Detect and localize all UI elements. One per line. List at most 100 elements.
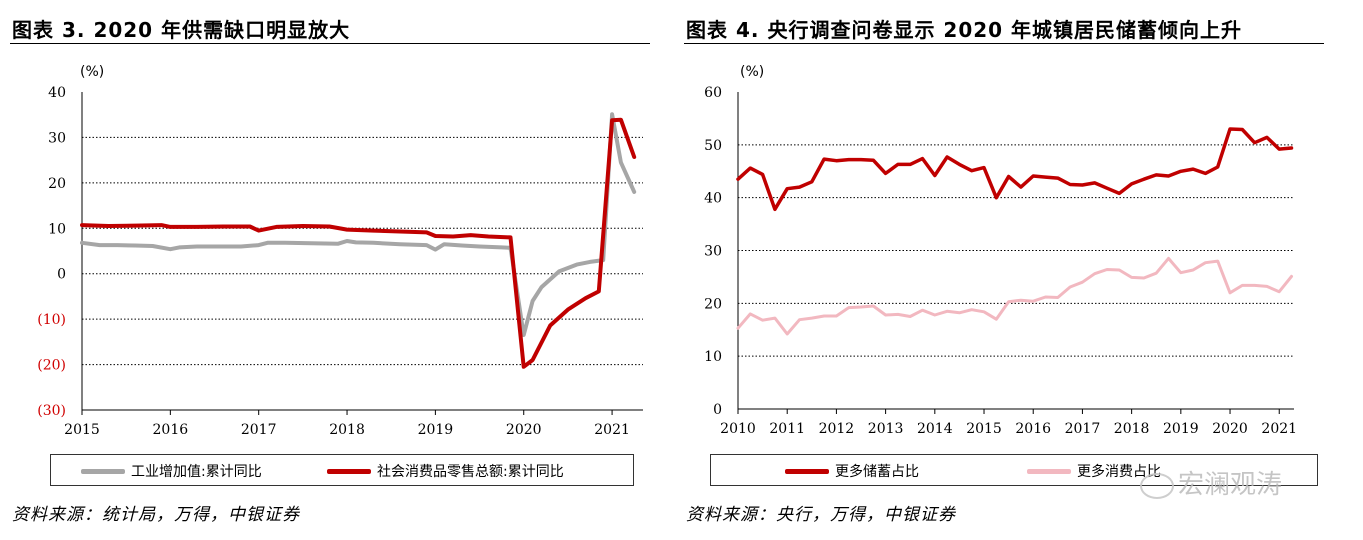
data-point xyxy=(487,235,489,238)
data-point xyxy=(1217,166,1219,168)
data-point xyxy=(1094,273,1096,275)
data-point xyxy=(99,244,101,246)
data-point xyxy=(1118,269,1120,271)
data-point xyxy=(749,313,751,315)
data-point xyxy=(946,310,948,312)
x-tick-label: 2021 xyxy=(1261,421,1297,437)
data-point xyxy=(946,156,948,158)
data-point xyxy=(811,317,813,319)
data-point xyxy=(284,242,286,244)
y-tick-label: 60 xyxy=(704,85,722,101)
legend-item-retail: 社会消费品零售总额:累计同比 xyxy=(327,461,564,481)
data-point xyxy=(501,246,503,248)
data-point xyxy=(1155,272,1157,274)
data-point xyxy=(443,243,445,245)
data-point xyxy=(774,208,776,210)
data-point xyxy=(399,230,401,233)
data-point xyxy=(823,315,825,317)
series-line-2 xyxy=(736,256,1293,336)
data-point xyxy=(531,300,534,302)
series-line-1 xyxy=(736,127,1294,212)
x-tick-label: 2014 xyxy=(917,421,953,437)
data-point xyxy=(346,229,348,231)
data-point xyxy=(258,244,260,246)
data-point xyxy=(1254,284,1256,286)
data-point xyxy=(983,166,985,169)
x-tick-label: 2021 xyxy=(594,422,630,438)
watermark-text: 宏澜观涛 xyxy=(1178,470,1283,500)
legend-right: 更多储蓄占比 更多消费占比 xyxy=(710,454,1318,486)
line-chart-left: 40 30 20 10 0 (10) (20) (30) 2015 2016 2017 2018 201… xyxy=(37,85,643,438)
data-point xyxy=(1254,142,1256,144)
chart-panel-right: 图表 4. 央行调查问卷显示 2020 年城镇居民储蓄倾向上升 (%) 60 50… xyxy=(680,0,1363,540)
legend-item-industrial: 工业增加值:累计同比 xyxy=(81,461,262,481)
wechat-icon xyxy=(1140,472,1174,499)
data-point xyxy=(523,366,525,368)
data-point xyxy=(1081,281,1084,283)
data-point xyxy=(958,312,961,314)
watermark: 宏澜观涛 xyxy=(1140,464,1282,501)
data-point xyxy=(786,333,788,335)
data-point xyxy=(1241,128,1243,131)
source-note: 资料来源：统计局，万得，中银证券 xyxy=(12,505,300,525)
data-point xyxy=(478,245,481,248)
data-point xyxy=(107,225,110,227)
data-point xyxy=(1020,186,1022,188)
data-point xyxy=(425,231,428,233)
data-point xyxy=(633,191,635,193)
y-tick-label: 30 xyxy=(48,130,66,146)
data-point xyxy=(633,156,635,158)
data-point xyxy=(934,314,936,316)
data-point xyxy=(461,244,463,247)
data-point xyxy=(434,249,436,251)
data-point xyxy=(1229,292,1231,294)
legend-left: 工业增加值:累计同比 社会消费品零售总额:累计同比 xyxy=(50,454,634,486)
data-point xyxy=(1290,147,1293,149)
data-point xyxy=(346,240,348,242)
title-divider xyxy=(684,43,1324,44)
data-point xyxy=(1032,175,1034,177)
y-tick-label: 20 xyxy=(48,176,66,192)
data-point xyxy=(549,324,551,327)
data-point xyxy=(302,225,304,227)
data-point xyxy=(1143,178,1145,180)
data-point xyxy=(509,236,512,238)
data-point xyxy=(337,243,339,245)
data-point xyxy=(1118,192,1120,195)
data-point xyxy=(81,224,83,226)
data-point xyxy=(1008,301,1010,303)
data-point xyxy=(1278,148,1280,150)
series-line-2 xyxy=(80,117,637,369)
data-point xyxy=(1229,128,1231,130)
x-tick-label: 2020 xyxy=(506,422,542,438)
data-point xyxy=(576,264,578,266)
y-tick-label: 10 xyxy=(704,349,722,365)
data-point xyxy=(1167,257,1170,260)
data-point xyxy=(848,306,850,309)
data-point xyxy=(774,317,776,319)
legend-label: 工业增加值:累计同比 xyxy=(131,464,262,480)
y-tick-label: 40 xyxy=(704,191,722,207)
data-point xyxy=(971,170,973,172)
data-point xyxy=(1008,175,1010,178)
data-point xyxy=(885,314,887,316)
y-tick-label: 40 xyxy=(48,85,66,101)
y-tick-label: 10 xyxy=(48,221,66,237)
data-point xyxy=(1204,172,1207,174)
data-point xyxy=(737,178,739,180)
data-point xyxy=(620,161,622,164)
x-tick-label: 2017 xyxy=(1065,421,1101,437)
x-tick-label: 2018 xyxy=(329,422,365,438)
data-point xyxy=(1069,286,1071,288)
data-point xyxy=(1290,275,1293,277)
legend-label: 更多储蓄占比 xyxy=(835,464,919,480)
data-point xyxy=(311,242,313,244)
data-point xyxy=(835,315,838,317)
x-tick-label: 2015 xyxy=(966,421,1002,437)
data-point xyxy=(567,309,569,311)
x-tick-label: 2020 xyxy=(1212,421,1248,437)
data-point xyxy=(921,309,924,311)
data-point xyxy=(848,159,850,161)
data-point xyxy=(983,311,985,313)
data-point xyxy=(909,163,911,165)
